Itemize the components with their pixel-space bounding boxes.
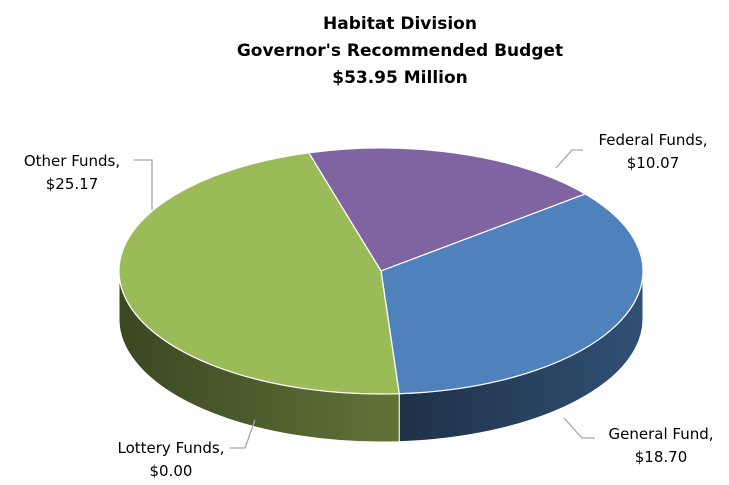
pie-top-faces — [119, 148, 643, 394]
slice-label-name-other-funds: Other Funds, — [24, 152, 120, 170]
slice-label-name-federal-funds: Federal Funds, — [598, 131, 707, 149]
slice-label-name-general-fund: General Fund, — [609, 425, 714, 443]
chart-title-line-3: $53.95 Million — [332, 68, 468, 88]
leader-line-federal-funds — [556, 150, 583, 168]
slice-label-name-lottery-funds: Lottery Funds, — [118, 439, 225, 457]
chart-title-line-2: Governor's Recommended Budget — [237, 41, 563, 61]
chart-title: Habitat Division Governor's Recommended … — [237, 14, 563, 88]
slice-label-value-federal-funds: $10.07 — [627, 154, 680, 172]
slice-label-value-general-fund: $18.70 — [635, 448, 688, 466]
slice-label-value-other-funds: $25.17 — [46, 175, 99, 193]
leader-line-other-funds — [134, 160, 152, 210]
chart-title-line-1: Habitat Division — [323, 14, 477, 34]
slice-label-value-lottery-funds: $0.00 — [150, 462, 193, 480]
leader-line-general-fund — [564, 418, 595, 438]
